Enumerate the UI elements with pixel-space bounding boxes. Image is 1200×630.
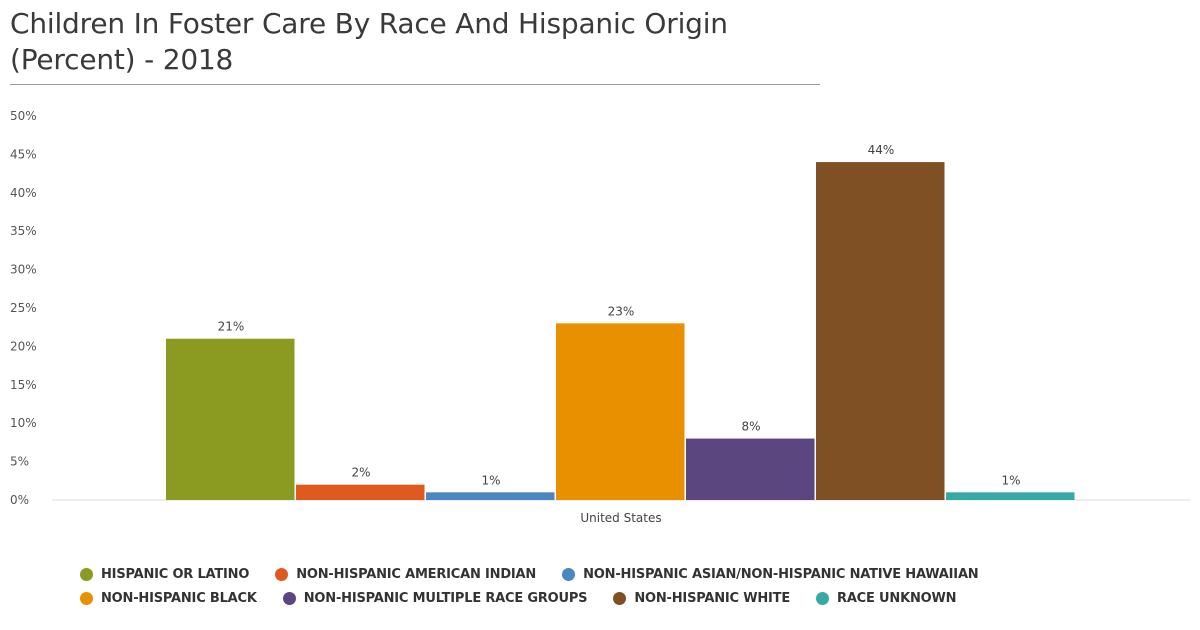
y-tick-label: 50% xyxy=(10,109,37,123)
data-label: 44% xyxy=(868,143,895,157)
y-tick-label: 30% xyxy=(10,263,37,277)
bar xyxy=(556,323,685,500)
legend-swatch xyxy=(275,567,289,581)
legend-item[interactable]: NON-HISPANIC ASIAN/NON-HISPANIC NATIVE H… xyxy=(562,565,979,583)
title-divider xyxy=(10,84,820,85)
bar xyxy=(166,338,295,500)
y-tick-label: 25% xyxy=(10,301,37,315)
bar xyxy=(686,438,815,500)
data-label: 21% xyxy=(218,320,245,334)
legend-label: RACE UNKNOWN xyxy=(837,590,957,606)
y-tick-label: 0% xyxy=(10,493,29,507)
chart-legend: HISPANIC OR LATINO NON-HISPANIC AMERICAN … xyxy=(80,565,1180,607)
legend-swatch xyxy=(80,567,93,581)
bar-chart: 0% 5% 10% 15% 20% 25% 30% 35% 40% 45% 50% 21% 2% 1% 23… xyxy=(10,109,1190,525)
legend-swatch xyxy=(282,591,296,605)
data-label: 23% xyxy=(608,304,635,318)
bar xyxy=(816,162,945,500)
bar xyxy=(426,492,555,500)
legend-label: NON-HISPANIC WHITE xyxy=(634,590,791,606)
legend-item[interactable]: NON-HISPANIC MULTIPLE RACE GROUPS xyxy=(282,589,588,607)
legend-swatch xyxy=(80,591,93,605)
legend-label: NON-HISPANIC AMERICAN INDIAN xyxy=(296,566,537,582)
legend-item[interactable]: NON-HISPANIC WHITE xyxy=(613,589,790,607)
bar xyxy=(296,484,425,500)
legend-label: NON-HISPANIC MULTIPLE RACE GROUPS xyxy=(303,590,588,606)
legend-swatch xyxy=(816,591,830,605)
legend-swatch xyxy=(613,591,627,605)
data-label: 1% xyxy=(1001,473,1020,487)
y-tick-label: 45% xyxy=(10,147,37,161)
legend-item[interactable]: NON-HISPANIC BLACK xyxy=(80,589,257,607)
y-tick-label: 15% xyxy=(10,378,37,392)
legend-item[interactable]: HISPANIC OR LATINO xyxy=(80,565,249,583)
data-label: 8% xyxy=(741,420,760,434)
chart-title-line-1: Children In Foster Care By Race And Hisp… xyxy=(10,7,728,40)
chart-title-line-2: (Percent) - 2018 xyxy=(10,43,234,76)
legend-item[interactable]: NON-HISPANIC AMERICAN INDIAN xyxy=(275,565,536,583)
y-tick-label: 5% xyxy=(10,455,29,469)
data-label: 1% xyxy=(481,473,500,487)
chart-title: Children In Foster Care By Race And Hisp… xyxy=(10,6,830,78)
x-category-label: United States xyxy=(580,511,661,525)
bar xyxy=(946,492,1075,500)
legend-label: NON-HISPANIC BLACK xyxy=(101,590,257,606)
y-tick-label: 10% xyxy=(10,416,37,430)
y-tick-label: 20% xyxy=(10,339,37,353)
legend-label: HISPANIC OR LATINO xyxy=(101,566,250,582)
legend-label: NON-HISPANIC ASIAN/NON-HISPANIC NATIVE H… xyxy=(583,566,979,582)
data-label: 2% xyxy=(351,466,370,480)
legend-swatch xyxy=(562,567,576,581)
y-tick-label: 35% xyxy=(10,224,37,238)
legend-item[interactable]: RACE UNKNOWN xyxy=(816,589,956,607)
y-tick-label: 40% xyxy=(10,186,37,200)
